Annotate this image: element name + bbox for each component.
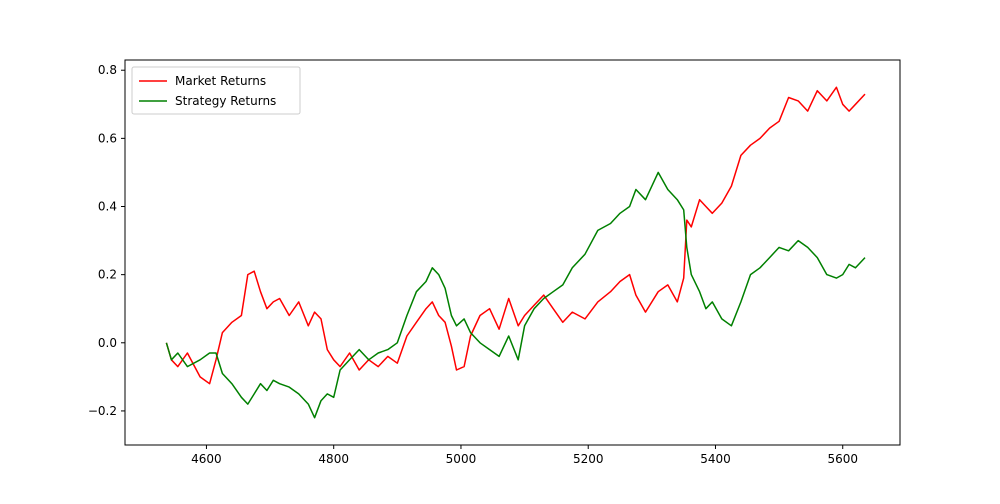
y-tick-label: 0.2 xyxy=(98,268,117,282)
y-tick-label: 0.8 xyxy=(98,63,117,77)
x-tick-label: 4600 xyxy=(191,452,222,466)
legend-entries: Market Returns Strategy Returns xyxy=(139,74,276,108)
x-axis: 4600 4800 5000 5200 5400 5600 xyxy=(191,445,858,466)
series-line-market-returns xyxy=(165,86,866,385)
y-tick-label: 0.4 xyxy=(98,200,117,214)
legend-label: Market Returns xyxy=(175,74,266,88)
x-tick-label: 4800 xyxy=(318,452,349,466)
legend-box xyxy=(131,66,301,115)
y-tick-label: −0.2 xyxy=(88,404,117,418)
series-line-strategy-returns xyxy=(165,171,866,419)
y-tick-label: 0.6 xyxy=(98,131,117,145)
legend-label: Strategy Returns xyxy=(175,94,276,108)
x-tick-label: 5600 xyxy=(827,452,858,466)
x-tick-label: 5200 xyxy=(573,452,604,466)
series-layer xyxy=(165,86,866,419)
x-tick-label: 5400 xyxy=(700,452,731,466)
y-tick-label: 0.0 xyxy=(98,336,117,350)
plot-frame xyxy=(124,59,901,446)
legend: Market Returns Strategy Returns xyxy=(131,66,301,115)
y-axis: −0.2 0.0 0.2 0.4 0.6 0.8 xyxy=(88,63,125,418)
x-tick-label: 5000 xyxy=(446,452,477,466)
